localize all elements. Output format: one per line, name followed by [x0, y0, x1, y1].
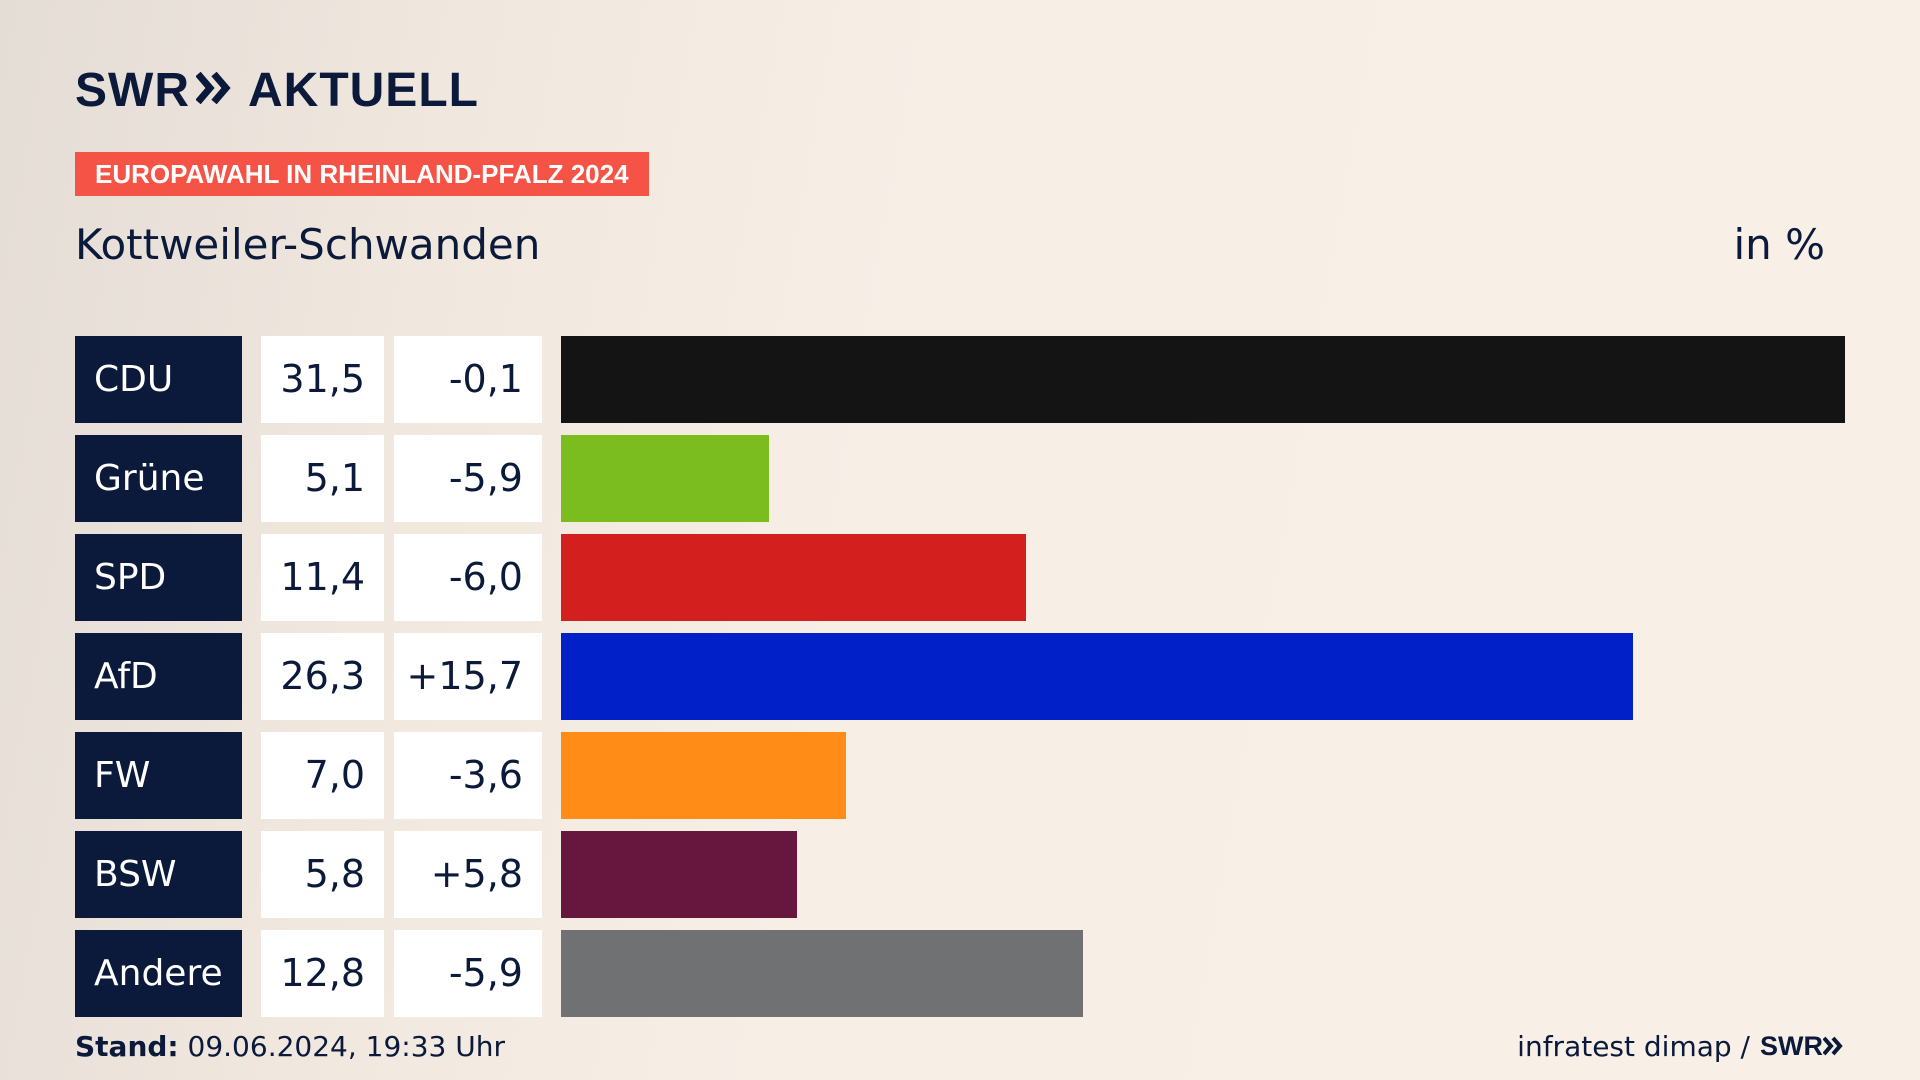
- result-bar: [561, 633, 1633, 720]
- stand-label: Stand:: [75, 1030, 179, 1063]
- party-label: BSW: [75, 831, 242, 918]
- vote-share-value: 7,0: [261, 732, 384, 819]
- change-value: -0,1: [394, 336, 542, 423]
- change-value: +15,7: [394, 633, 542, 720]
- vote-share-value: 5,1: [261, 435, 384, 522]
- result-row: SPD 11,4 -6,0: [75, 534, 1845, 621]
- unit-label: in %: [1733, 220, 1825, 269]
- timestamp: Stand: 09.06.2024, 19:33 Uhr: [75, 1030, 505, 1063]
- change-value: -5,9: [394, 435, 542, 522]
- double-chevron-icon: [195, 71, 234, 109]
- party-label: Grüne: [75, 435, 242, 522]
- result-row: CDU 31,5 -0,1: [75, 336, 1845, 423]
- party-label: AfD: [75, 633, 242, 720]
- change-value: -3,6: [394, 732, 542, 819]
- result-bar: [561, 435, 769, 522]
- result-row: BSW 5,8 +5,8: [75, 831, 1845, 918]
- change-value: +5,8: [394, 831, 542, 918]
- region-title: Kottweiler-Schwanden: [75, 220, 541, 269]
- result-row: FW 7,0 -3,6: [75, 732, 1845, 819]
- change-value: -5,9: [394, 930, 542, 1017]
- party-label: FW: [75, 732, 242, 819]
- result-bar: [561, 831, 797, 918]
- result-bar: [561, 930, 1083, 1017]
- result-bar: [561, 534, 1026, 621]
- source-text: infratest dimap /: [1517, 1030, 1750, 1063]
- stand-value: 09.06.2024, 19:33 Uhr: [187, 1030, 505, 1063]
- change-value: -6,0: [394, 534, 542, 621]
- result-row: Andere 12,8 -5,9: [75, 930, 1845, 1017]
- vote-share-value: 31,5: [261, 336, 384, 423]
- vote-share-value: 26,3: [261, 633, 384, 720]
- result-bar: [561, 336, 1845, 423]
- double-chevron-icon: [1822, 1030, 1845, 1063]
- source-credit: infratest dimap / SWR: [1517, 1030, 1845, 1063]
- vote-share-value: 12,8: [261, 930, 384, 1017]
- party-label: Andere: [75, 930, 242, 1017]
- party-label: SPD: [75, 534, 242, 621]
- swr-aktuell-logo: SWR AKTUELL: [75, 63, 479, 117]
- vote-share-value: 5,8: [261, 831, 384, 918]
- party-label: CDU: [75, 336, 242, 423]
- result-row: AfD 26,3 +15,7: [75, 633, 1845, 720]
- source-swr-logo: SWR: [1760, 1031, 1823, 1061]
- election-tag: EUROPAWAHL IN RHEINLAND-PFALZ 2024: [75, 152, 649, 196]
- logo-swr-text: SWR: [75, 63, 190, 117]
- logo-brand-text: AKTUELL: [247, 63, 479, 117]
- result-row: Grüne 5,1 -5,9: [75, 435, 1845, 522]
- vote-share-value: 11,4: [261, 534, 384, 621]
- result-bar: [561, 732, 846, 819]
